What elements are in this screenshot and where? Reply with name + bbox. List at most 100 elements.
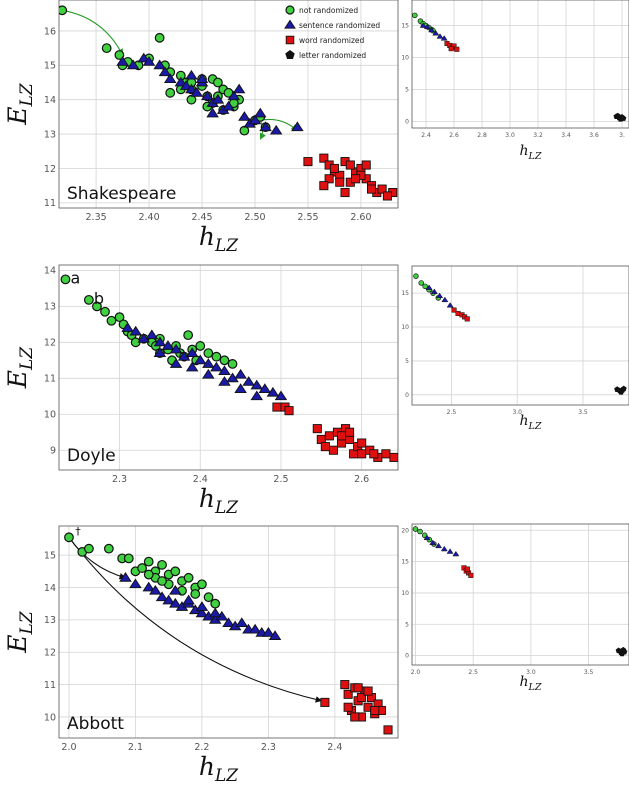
x-axis-label: hLZ [199,222,239,256]
square-marker [353,683,363,693]
circle-marker [157,576,167,586]
circle-marker [143,569,154,580]
plot-frame [411,265,629,406]
circle-marker [219,355,230,366]
inset-x-axis-label: hLZ [520,413,542,432]
triangle-marker [291,121,304,132]
circle-marker [203,348,214,359]
legend-label: word randomized [299,36,365,45]
x-tick-label: 2.1 [128,742,143,753]
triangle-marker [202,368,215,379]
triangle-marker [169,597,182,608]
y-tick-label: 15 [401,559,409,566]
square-marker [320,442,330,452]
circle-marker [59,5,68,16]
x-tick-label: 2.4 [193,474,208,485]
panel-label: Doyle [67,446,116,466]
square-marker [383,725,393,735]
triangle-marker [262,627,275,637]
square-marker [464,316,470,322]
circle-marker [154,32,165,43]
triangle-marker [185,83,198,94]
x-tick-label: 2.0 [411,669,421,676]
circle-marker [422,283,428,290]
x-tick-label: 3. [619,132,625,139]
square-marker [361,160,371,170]
x-tick-label: 2.5 [468,669,478,676]
y-tick-label: 13 [44,302,56,313]
square-marker [382,191,392,201]
y-axis-label-sub: LZ [17,346,37,371]
x-axis-label-sub: LZ [214,766,239,786]
x-tick-label: 3.5 [578,409,588,416]
circle-marker [412,12,418,19]
y-tick-label: 0 [405,392,409,399]
x-tick-label: 2.40 [138,212,159,223]
triangle-marker [440,545,448,552]
triangle-marker [211,93,225,104]
square-marker [454,46,460,52]
circle-marker [210,598,221,609]
plot-frame [58,525,399,739]
pentagon-marker [620,115,627,121]
circle-marker [227,359,238,369]
triangle-marker [169,343,183,354]
y-tick-label: 13 [44,129,56,140]
circle-marker [157,559,167,570]
x-tick-label: 2.6 [449,132,459,139]
square-marker [319,181,329,191]
x-axis-label: hLZ [199,752,239,786]
triangle-marker [268,630,282,640]
square-marker [343,689,353,699]
x-tick-label: 2.3 [261,742,276,753]
triangle-marker [169,584,182,595]
x-axis-label-sub: LZ [214,236,239,256]
triangle-marker [423,534,431,540]
triangle-marker [235,617,249,628]
square-marker [370,705,380,716]
triangle-marker [195,601,209,611]
triangle-marker [202,358,215,368]
triangle-marker [266,386,280,397]
triangle-marker [149,584,162,595]
triangle-marker [248,114,262,125]
x-tick-label: 2.55 [297,212,318,223]
markers [412,12,627,122]
triangle-marker [190,87,203,97]
triangle-marker [250,390,264,401]
chart-panel-0: 2.35 2.40 2.45 2.50 2.55 2.60 11 12 13 14 15 16 Shak… [3,0,399,256]
triangle-marker [161,340,175,350]
triangle-marker [428,26,436,33]
y-tick-label: 10 [401,590,409,597]
plot-frame [58,264,399,471]
pentagon-marker [620,385,627,392]
triangle-marker [208,607,222,618]
triangle-marker [174,76,188,87]
y-tick-label: 11 [44,198,56,209]
circle-marker [418,280,424,286]
legend-pentagon-swatch [285,50,295,60]
y-axis-label: ELZ [3,82,37,126]
square-marker [451,43,457,49]
panel-label: Abbott [67,714,124,734]
y-tick-label: 10 [401,55,409,62]
square-marker [448,46,454,52]
y-tick-label: 11 [44,680,56,691]
triangle-marker [430,288,438,294]
point-label: a [70,268,80,287]
square-marker [345,427,355,437]
square-marker [340,187,350,198]
triangle-marker [452,550,460,557]
y-tick-label: 12 [44,648,56,659]
panel-label: Shakespeare [67,184,176,204]
inset-x-axis-label: hLZ [520,143,542,162]
square-marker [351,174,361,184]
triangle-marker [436,33,444,39]
annotation-arrow [62,9,124,56]
square-marker [357,449,367,459]
triangle-marker [195,607,209,618]
circle-marker [197,579,207,590]
square-marker [320,697,330,707]
y-tick-label: 14 [44,266,56,277]
